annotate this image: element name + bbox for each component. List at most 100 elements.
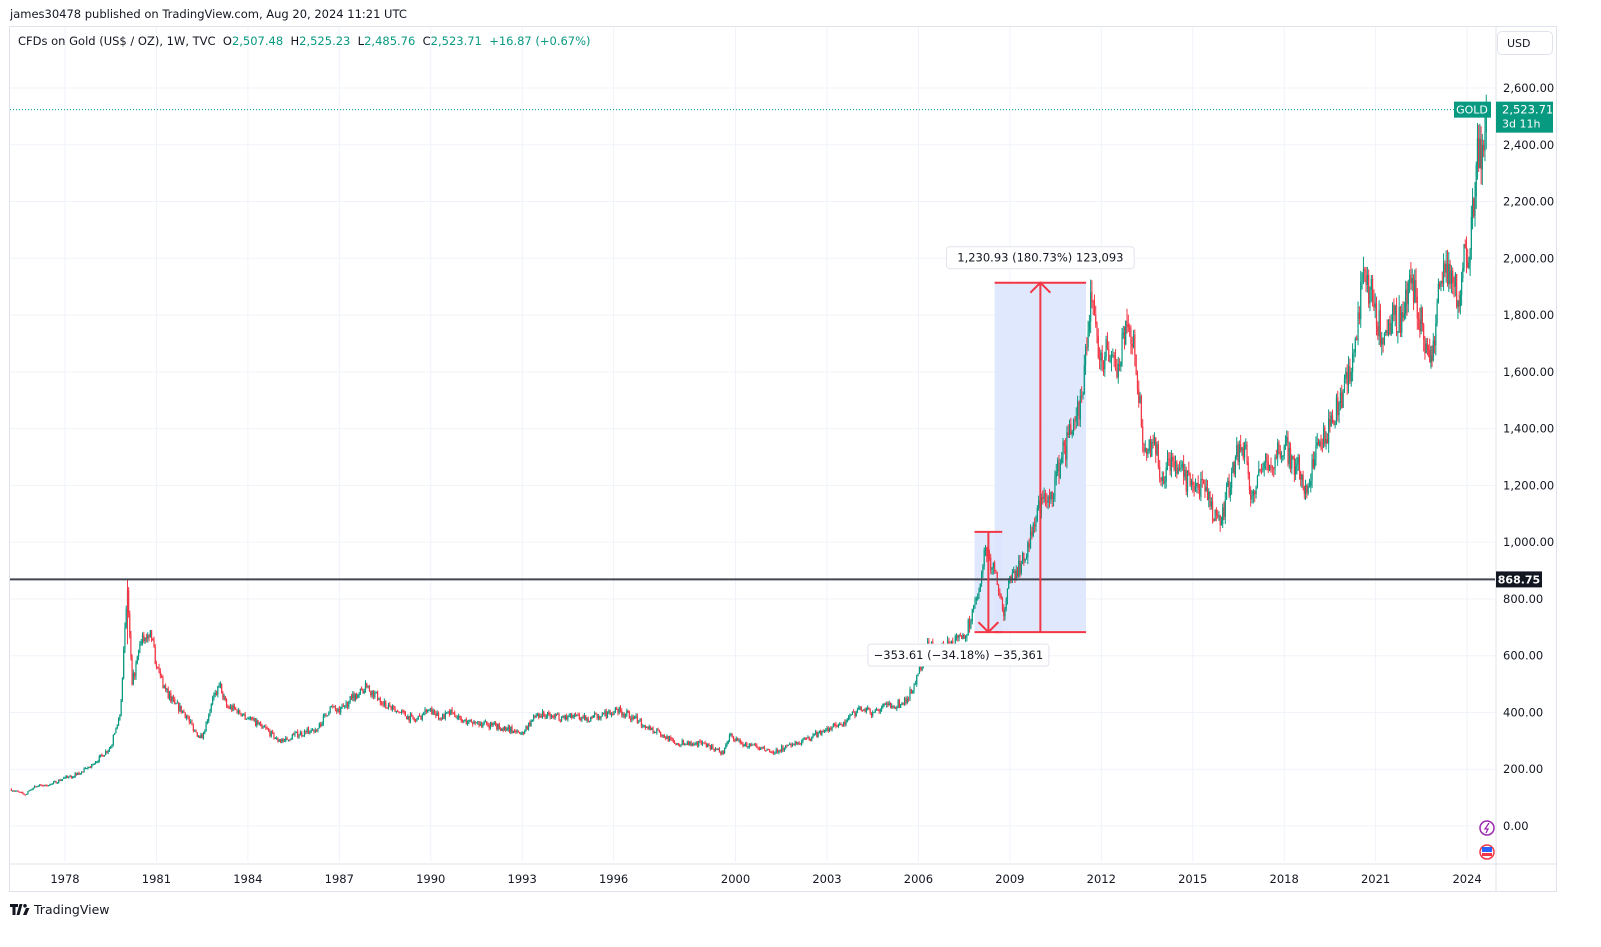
candle-body <box>1166 458 1169 468</box>
candle-body <box>785 745 787 748</box>
candle-body <box>1205 487 1207 492</box>
candle-body <box>533 715 535 720</box>
candle-body <box>1075 416 1077 422</box>
candle-body <box>651 727 653 730</box>
candle-body <box>1251 495 1253 500</box>
candle-body <box>877 709 879 711</box>
candle-body <box>137 650 140 657</box>
candle-body <box>756 745 758 748</box>
currency-button[interactable]: USD <box>1497 31 1553 55</box>
candle-body <box>428 709 430 711</box>
candle-body <box>818 730 820 734</box>
candle-body <box>905 698 907 703</box>
candle-body <box>168 693 171 698</box>
symbol-title[interactable]: CFDs on Gold (US$ / OZ), 1W, TVC <box>18 34 216 48</box>
candle-body <box>731 733 733 737</box>
candle-body <box>244 714 246 720</box>
candle-body <box>814 732 817 735</box>
candle-body <box>1411 278 1413 284</box>
candle-body <box>1180 467 1182 470</box>
candle-body <box>758 748 761 750</box>
candle-body <box>294 732 296 736</box>
price-axis-label: 1,000.00 <box>1503 535 1554 549</box>
candle-body <box>1432 340 1434 361</box>
candle-body <box>501 728 503 731</box>
candle-body <box>568 715 570 717</box>
candle-body <box>639 718 641 722</box>
candle-body <box>214 693 216 695</box>
candle-body <box>832 724 834 727</box>
candle-body <box>1240 444 1242 451</box>
candle-body <box>1414 280 1416 303</box>
candle-body <box>1194 486 1197 492</box>
time-axis-label: 2003 <box>812 872 841 886</box>
candle-body <box>1043 493 1045 499</box>
candle-body <box>1032 524 1034 536</box>
candle-body <box>557 714 559 716</box>
candle-body <box>1295 465 1297 475</box>
candle-body <box>1338 403 1340 416</box>
candle-body <box>222 693 224 698</box>
candle-body <box>1433 340 1436 346</box>
candle-body <box>1028 542 1030 548</box>
measure-label: −353.61 (−34.18%) −35,361 <box>874 648 1044 662</box>
candle-body <box>150 630 153 639</box>
candle-body <box>236 709 238 713</box>
candle-body <box>693 744 695 746</box>
candle-body <box>1092 300 1094 303</box>
candle-body <box>1304 485 1307 494</box>
candle-body <box>619 706 622 711</box>
candle-body <box>1038 500 1040 509</box>
candle-body <box>774 752 776 754</box>
candle-body <box>1116 369 1118 378</box>
candle-body <box>394 707 396 712</box>
candle-body <box>1307 486 1309 494</box>
candle-body <box>474 721 476 723</box>
candle-body <box>1322 427 1325 448</box>
tradingview-logo[interactable]: TradingView <box>10 902 110 917</box>
candle-body <box>1410 274 1412 284</box>
candle-body <box>145 638 148 640</box>
candle-body <box>1259 469 1261 471</box>
candle-body <box>227 706 229 708</box>
price-axis-label: 1,800.00 <box>1503 308 1554 322</box>
price-axis-label: 1,400.00 <box>1503 422 1554 436</box>
candle-body <box>484 721 486 723</box>
candle-body <box>586 718 588 721</box>
candle-body <box>130 635 132 657</box>
candle-body <box>961 636 963 639</box>
candle-body <box>1379 310 1382 345</box>
candle-body <box>703 742 705 744</box>
candle-body <box>23 793 25 795</box>
candle-body <box>17 790 19 792</box>
candle-body <box>1087 331 1089 348</box>
candle-body <box>804 737 807 739</box>
candle-body <box>1125 320 1127 345</box>
candle-body <box>1147 450 1149 455</box>
candle-body <box>73 776 75 778</box>
candle-body <box>1172 456 1174 462</box>
candle-body <box>402 711 404 713</box>
candle-body <box>1412 278 1415 303</box>
candle-body <box>1184 470 1186 477</box>
candle-body <box>354 693 356 701</box>
time-axis-label: 1993 <box>508 872 537 886</box>
candle-body <box>119 715 121 720</box>
candle-body <box>896 707 898 709</box>
candle-body <box>317 728 319 732</box>
candle-body <box>282 739 284 741</box>
candle-body <box>111 744 113 747</box>
candle-body <box>801 741 803 745</box>
candle-body <box>772 752 775 754</box>
candle-body <box>491 723 493 726</box>
open-label: O <box>222 34 232 48</box>
symbol-legend: CFDs on Gold (US$ / OZ), 1W, TVC O2,507.… <box>18 34 591 48</box>
candle-body <box>1267 461 1269 471</box>
candle-body <box>386 707 388 709</box>
candle-body <box>712 745 714 749</box>
candle-body <box>609 710 611 716</box>
candle-body <box>478 721 480 726</box>
candle-body <box>181 710 184 713</box>
candle-body <box>524 730 526 734</box>
